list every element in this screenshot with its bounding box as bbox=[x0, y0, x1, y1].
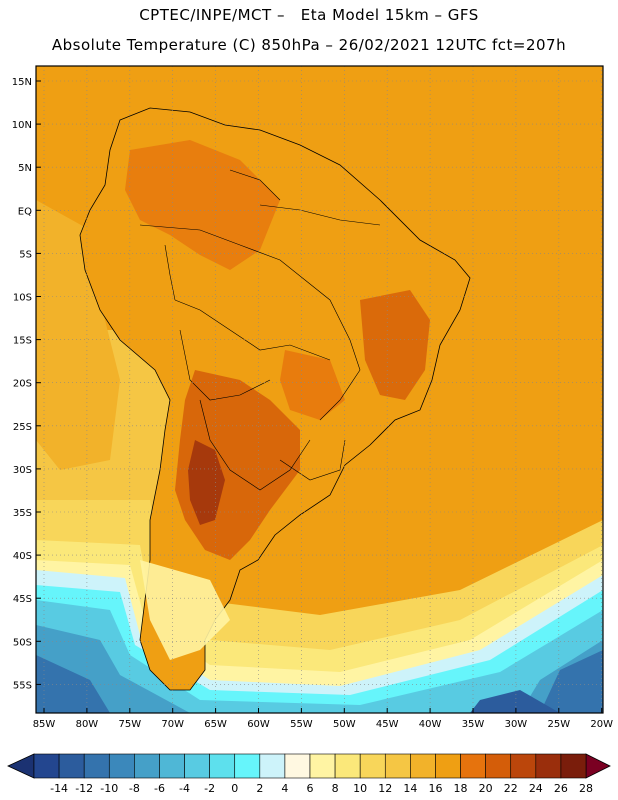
colder-ocean-band bbox=[36, 600, 603, 713]
colorbar-swatch bbox=[510, 753, 537, 779]
map-frame bbox=[35, 65, 604, 714]
lat-label: 15S bbox=[13, 336, 32, 347]
lon-label: 75W bbox=[118, 719, 141, 730]
colorbar-swatch bbox=[560, 753, 587, 779]
lat-label: EQ bbox=[18, 206, 32, 217]
colorbar-label: -2 bbox=[204, 782, 215, 795]
colorbar-label: 22 bbox=[504, 782, 518, 795]
colorbar-swatch bbox=[334, 753, 361, 779]
colorbar-swatch bbox=[259, 753, 286, 779]
colorbar-swatch bbox=[58, 753, 85, 779]
colorbar-swatch bbox=[284, 753, 311, 779]
lon-label: 45W bbox=[376, 719, 399, 730]
lon-label: 55W bbox=[290, 719, 313, 730]
colorbar-label: 28 bbox=[579, 782, 593, 795]
country-borders bbox=[139, 169, 381, 491]
chart-title-line1: CPTEC/INPE/MCT – Eta Model 15km – GFS bbox=[139, 6, 479, 24]
color-legend: -14 -12 -10 -8 -6 -4 -2 0 2 4 6 8 10 12 14 16 18 20 22 24 26… bbox=[7, 753, 611, 795]
colorbar-label: 18 bbox=[454, 782, 468, 795]
lat-label: 15N bbox=[12, 77, 32, 88]
colorbar-label: 20 bbox=[479, 782, 493, 795]
lat-label: 30S bbox=[13, 465, 32, 476]
lon-label: 30W bbox=[505, 719, 528, 730]
colorbar-label: 14 bbox=[403, 782, 417, 795]
colorbar-swatch bbox=[384, 753, 411, 779]
colorbar-swatch bbox=[435, 753, 461, 779]
brazil-hot-area bbox=[360, 290, 430, 400]
longitude-axis: 85W 80W 75W 70W 65W 60W 55W 50W 45W 40W 35W 30W 25W 2… bbox=[33, 708, 613, 730]
lon-label: 25W bbox=[547, 719, 570, 730]
lon-label: 20W bbox=[590, 719, 613, 730]
coldest-ocean-sw bbox=[36, 655, 110, 713]
colorbar-label: 12 bbox=[378, 782, 392, 795]
coldest-ocean-se bbox=[540, 650, 603, 713]
lat-label: 40S bbox=[13, 551, 32, 562]
map-grid bbox=[36, 66, 603, 713]
colorbar-label: 2 bbox=[256, 782, 263, 795]
colorbar-swatch bbox=[134, 753, 160, 779]
lat-label: 5N bbox=[18, 163, 32, 174]
colorbar-swatch bbox=[209, 753, 236, 779]
colorbar-label: 4 bbox=[281, 782, 288, 795]
colorbar-label: -4 bbox=[179, 782, 190, 795]
lat-label: 10S bbox=[13, 293, 32, 304]
colorbar-low-arrow bbox=[7, 753, 35, 779]
lat-label: 5S bbox=[19, 249, 32, 260]
colorbar-high-arrow bbox=[585, 753, 611, 779]
colorbar-label: 24 bbox=[529, 782, 543, 795]
patagonia-cool-area bbox=[140, 560, 230, 660]
colorbar-label: -14 bbox=[50, 782, 68, 795]
temperature-field bbox=[36, 66, 603, 713]
lat-label: 20S bbox=[13, 379, 32, 390]
colorbar-swatch bbox=[410, 753, 436, 779]
colorbar-swatch bbox=[33, 753, 60, 779]
colorbar-label: 26 bbox=[554, 782, 568, 795]
colorbar-swatch bbox=[460, 753, 486, 779]
colorbar-swatch bbox=[309, 753, 336, 779]
lon-label: 40W bbox=[419, 719, 442, 730]
colorbar-label: -6 bbox=[154, 782, 165, 795]
colorbar-swatch bbox=[83, 753, 110, 779]
lat-label: 35S bbox=[13, 508, 32, 519]
lat-label: 25S bbox=[13, 422, 32, 433]
colorbar-label: -12 bbox=[75, 782, 93, 795]
colorbar-swatch bbox=[108, 753, 135, 779]
colorbar-swatch bbox=[184, 753, 210, 779]
lat-label: 45S bbox=[13, 594, 32, 605]
lon-label: 70W bbox=[161, 719, 184, 730]
chart-title-line2: Absolute Temperature (C) 850hPa – 26/02/… bbox=[51, 36, 567, 54]
lat-label: 10N bbox=[12, 120, 32, 131]
colorbar-label: 16 bbox=[428, 782, 442, 795]
colorbar-swatch bbox=[234, 753, 261, 779]
lon-label: 35W bbox=[462, 719, 485, 730]
colorbar-swatch bbox=[359, 753, 386, 779]
lon-label: 65W bbox=[204, 719, 227, 730]
lon-label: 60W bbox=[247, 719, 270, 730]
colorbar-label: 10 bbox=[353, 782, 367, 795]
colorbar-label: -10 bbox=[100, 782, 118, 795]
lat-label: 55S bbox=[13, 680, 32, 691]
colorbar-label: 6 bbox=[307, 782, 314, 795]
colorbar-swatch bbox=[535, 753, 562, 779]
colorbar-label: -8 bbox=[129, 782, 140, 795]
pacific-band bbox=[36, 200, 120, 470]
lon-label: 50W bbox=[333, 719, 356, 730]
lat-label: 50S bbox=[13, 637, 32, 648]
colorbar-swatch bbox=[159, 753, 185, 779]
latitude-axis: 15N 10N 5N EQ 5S 10S 15S 20S 25S 30S 35S 40S 45S 50S 5… bbox=[12, 77, 41, 691]
colorbar-label: 8 bbox=[332, 782, 339, 795]
lon-label: 85W bbox=[33, 719, 56, 730]
colorbar-swatch bbox=[485, 753, 512, 779]
colorbar-label: 0 bbox=[231, 782, 238, 795]
lon-label: 80W bbox=[76, 719, 99, 730]
